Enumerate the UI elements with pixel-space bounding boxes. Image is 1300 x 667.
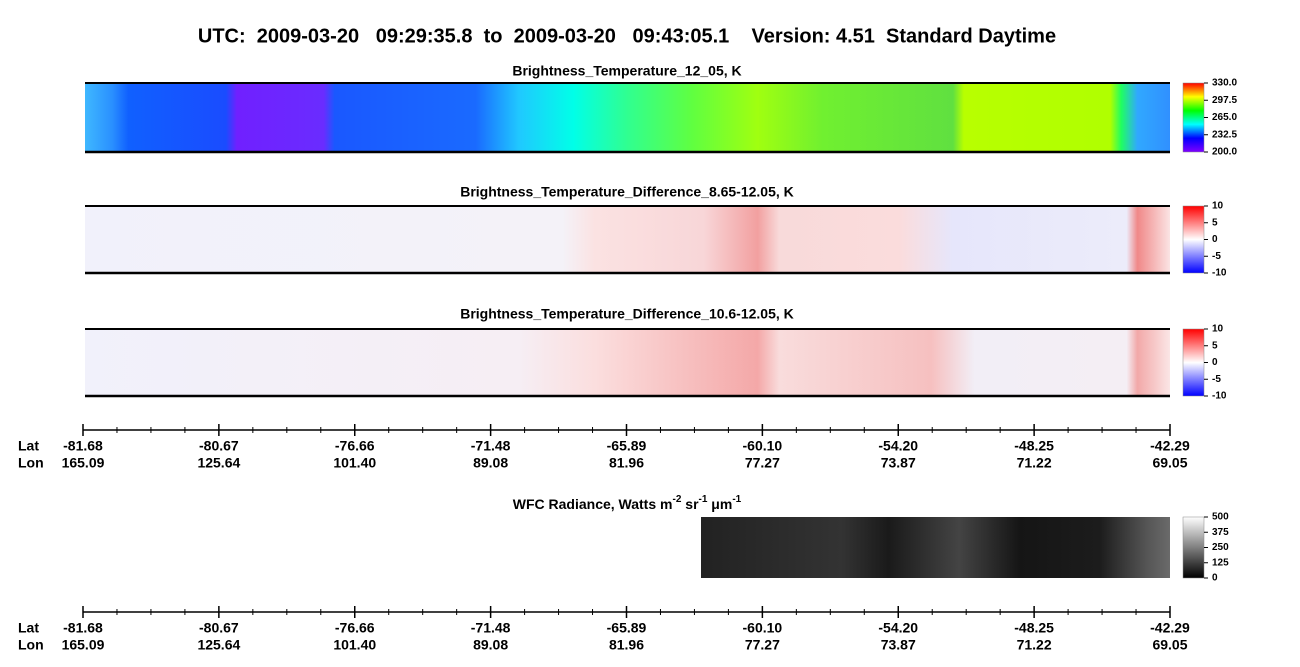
colorbar-tick-label: 375 [1212, 527, 1229, 538]
axis-tick-label: 71.22 [1017, 637, 1052, 653]
axis-tick-label: -48.25 [1014, 620, 1054, 636]
axis-tick-label: -80.67 [199, 620, 239, 636]
axis-row-label: Lat [18, 620, 39, 636]
colorbar [1182, 516, 1205, 579]
axis-tick-label: 101.40 [333, 637, 376, 653]
colorbar-tick-label: 10 [1212, 201, 1224, 212]
panel-title: WFC Radiance, Watts m-2 sr-1 μm-1 [513, 494, 742, 512]
colorbar-tick-label: 250 [1212, 542, 1229, 553]
colorbar-tick-label: 0 [1212, 573, 1218, 584]
image-strip [701, 517, 1170, 578]
title-text: sr [681, 496, 699, 512]
axis-tick-label: 81.96 [609, 637, 644, 653]
colorbar-tick-label: 265.0 [1212, 112, 1237, 123]
figure-title: UTC: 2009-03-20 09:29:35.8 to 2009-03-20… [198, 25, 1056, 47]
axis-tick-label: -81.68 [63, 620, 103, 636]
colorbar-tick-label: 125 [1212, 557, 1229, 568]
title-text: μm [707, 496, 732, 512]
axis-tick-label: 89.08 [473, 455, 508, 471]
axis-tick-label: -65.89 [607, 620, 647, 636]
colorbar-tick-label: 500 [1212, 512, 1229, 523]
image-strip [85, 83, 1170, 152]
axis-tick-label: 165.09 [62, 455, 105, 471]
axis-tick-label: -42.29 [1150, 438, 1190, 454]
axis-tick-label: -76.66 [335, 620, 375, 636]
colorbar-tick-label: 0 [1212, 357, 1218, 368]
colorbar-tick-label: 330.0 [1212, 78, 1237, 89]
axis-tick-label: -65.89 [607, 438, 647, 454]
image-strip [85, 329, 1170, 396]
colorbar-tick-label: 297.5 [1212, 95, 1237, 106]
axis-tick-label: -81.68 [63, 438, 103, 454]
colorbar-tick-label: -5 [1212, 374, 1221, 385]
axis-tick-label: 71.22 [1017, 455, 1052, 471]
colorbar [1182, 82, 1205, 153]
panel-title: Brightness_Temperature_Difference_8.65-1… [460, 184, 794, 200]
colorbar-tick-label: -10 [1212, 391, 1227, 402]
colorbar-tick-label: -10 [1212, 268, 1227, 279]
axis-tick-label: 165.09 [62, 637, 105, 653]
axis-tick-label: 101.40 [333, 455, 376, 471]
axis-row-label: Lat [18, 438, 39, 454]
axis-tick-label: 125.64 [197, 637, 240, 653]
axis-tick-label: 77.27 [745, 455, 780, 471]
title-superscript: -2 [672, 494, 681, 505]
colorbar-tick-label: 200.0 [1212, 147, 1237, 158]
colorbar-tick-label: -5 [1212, 251, 1221, 262]
colorbar [1182, 205, 1205, 274]
axis-row-label: Lon [18, 637, 44, 653]
colorbar-tick-label: 5 [1212, 217, 1218, 228]
title-superscript: -1 [732, 494, 741, 505]
axis-tick-label: -48.25 [1014, 438, 1054, 454]
axis-tick-label: 77.27 [745, 637, 780, 653]
colorbar-tick-label: 0 [1212, 234, 1218, 245]
axis-tick-label: -76.66 [335, 438, 375, 454]
axis-tick-label: -42.29 [1150, 620, 1190, 636]
panel-title: Brightness_Temperature_Difference_10.6-1… [460, 306, 794, 322]
colorbar-tick-label: 5 [1212, 340, 1218, 351]
axis-row-label: Lon [18, 455, 44, 471]
axis-tick-label: -80.67 [199, 438, 239, 454]
title-text: WFC Radiance, Watts m [513, 496, 673, 512]
panel-title: Brightness_Temperature_12_05, K [512, 63, 741, 79]
colorbar-tick-label: 232.5 [1212, 129, 1237, 140]
axis-tick-label: -54.20 [878, 620, 918, 636]
axis-tick-label: -54.20 [878, 438, 918, 454]
colorbar-tick-label: 10 [1212, 324, 1224, 335]
image-strip [85, 206, 1170, 273]
axis-tick-label: 69.05 [1152, 637, 1187, 653]
axis-tick-label: -71.48 [471, 620, 511, 636]
axis-tick-label: -60.10 [743, 620, 783, 636]
title-superscript: -1 [699, 494, 708, 505]
axis-tick-label: -60.10 [743, 438, 783, 454]
axis-tick-label: 81.96 [609, 455, 644, 471]
axis-tick-label: -71.48 [471, 438, 511, 454]
colorbar [1182, 328, 1205, 397]
axis-tick-label: 73.87 [881, 637, 916, 653]
axis-tick-label: 125.64 [197, 455, 240, 471]
axis-tick-label: 89.08 [473, 637, 508, 653]
axis-tick-label: 73.87 [881, 455, 916, 471]
axis-tick-label: 69.05 [1152, 455, 1187, 471]
